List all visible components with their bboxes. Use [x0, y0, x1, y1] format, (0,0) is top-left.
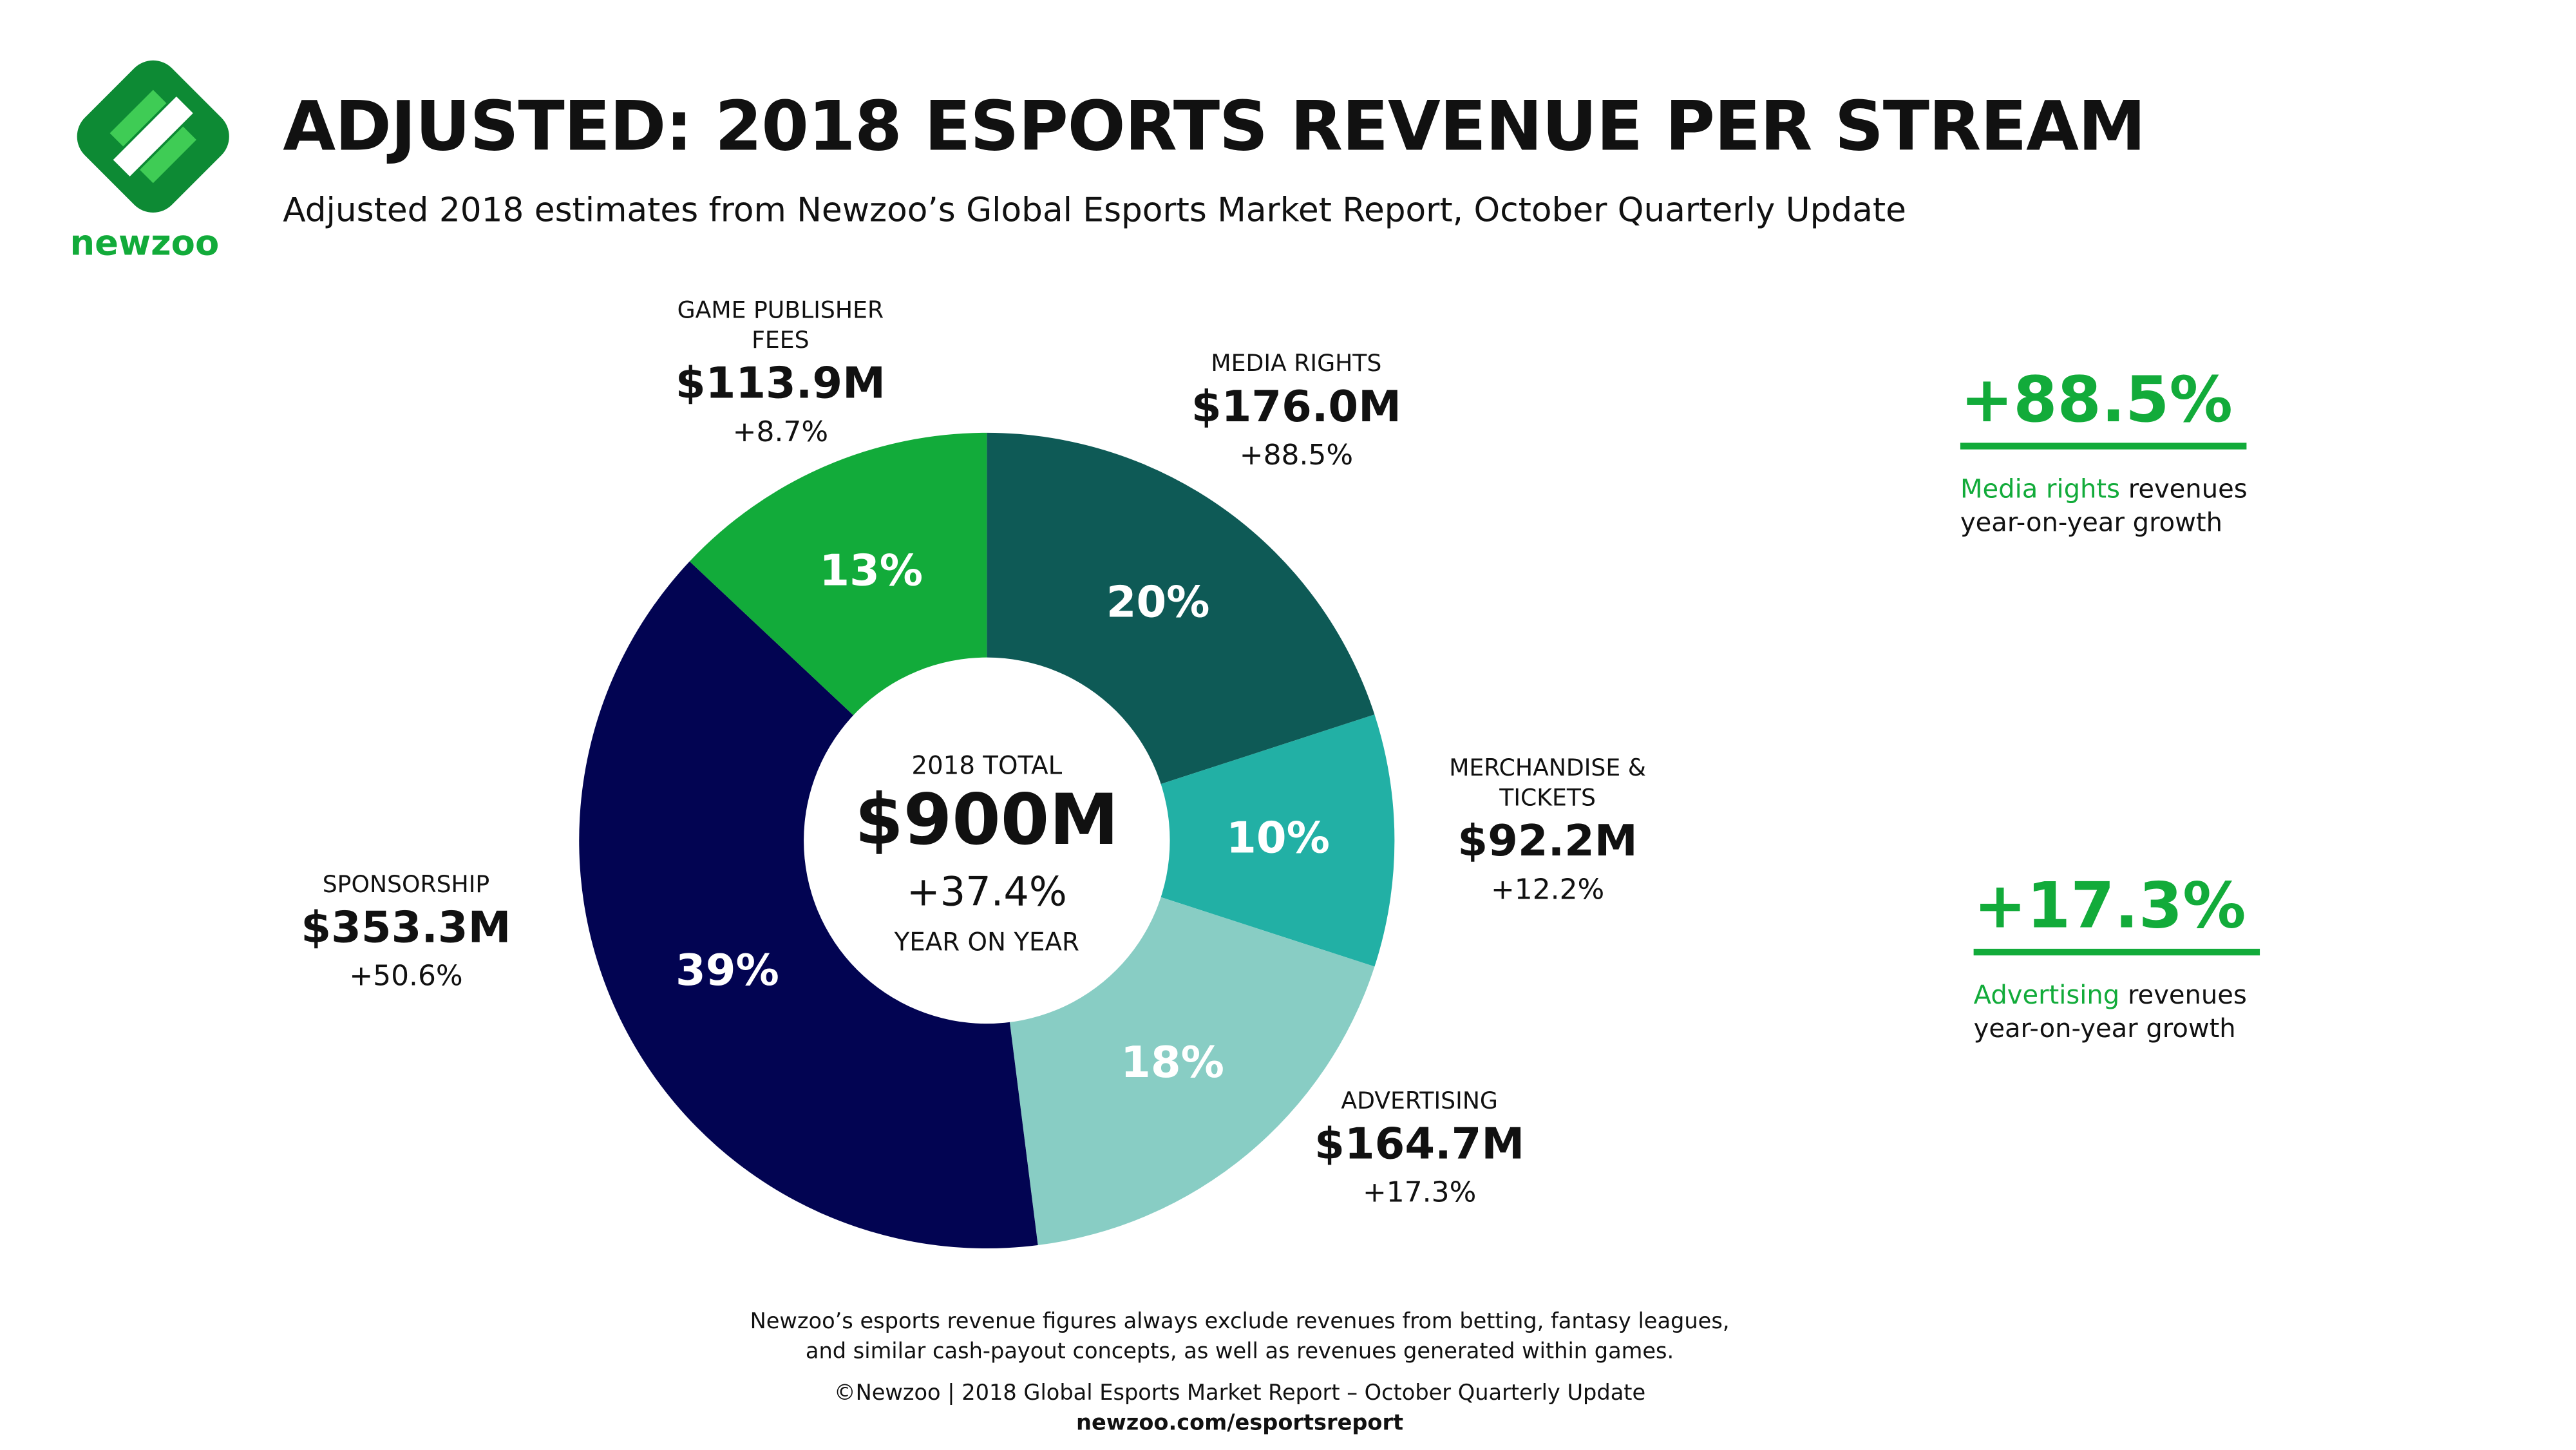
segment-name: SPONSORSHIP — [322, 872, 490, 899]
segment-amount: $353.3M — [301, 904, 511, 954]
slice-label: 18% — [1121, 1037, 1224, 1087]
segment-name: ADVERTISING — [1341, 1088, 1498, 1116]
segment-label: GAME PUBLISHER FEES $113.9M +8.7% — [630, 296, 930, 453]
logo-text: newzoo — [70, 223, 220, 263]
callout-rule — [1960, 443, 2247, 450]
footnote: Newzoo’s esports revenue figures always … — [750, 1310, 1730, 1365]
segment-amount: $92.2M — [1457, 817, 1638, 868]
callout: +88.5% Media rights revenues year-on-year… — [1960, 363, 2293, 539]
segment-growth: +88.5% — [1239, 439, 1354, 473]
slice — [987, 714, 1395, 967]
segment-growth: +17.3% — [1362, 1176, 1477, 1210]
segment-label: MERCHANDISE & TICKETS $92.2M +12.2% — [1398, 754, 1698, 911]
center-change-caption: YEAR ON YEAR — [894, 927, 1080, 957]
subtitle: Adjusted 2018 estimates from Newzoo’s Gl… — [283, 189, 1906, 230]
title: ADJUSTED: 2018 ESPORTS REVENUE PER STREA… — [283, 86, 2146, 167]
callout-caption: revenues year-on-year growth — [1973, 980, 2247, 1044]
segment-label: MEDIA RIGHTS $176.0M +88.5% — [1146, 350, 1446, 476]
callout-rule — [1973, 948, 2260, 956]
logo — [77, 60, 229, 213]
segment-amount: $113.9M — [675, 359, 886, 410]
url: newzoo.com/esportsreport — [1076, 1411, 1404, 1436]
segment-name: MERCHANDISE & TICKETS — [1449, 756, 1646, 812]
callout-text: Advertising revenues year-on-year growth — [1974, 978, 2307, 1045]
donut-hole — [804, 657, 1170, 1024]
center-change: +37.4% — [906, 868, 1067, 916]
slice-label: 10% — [1226, 812, 1330, 863]
center-total: $900M — [855, 779, 1119, 861]
callout-highlight: Advertising — [1973, 980, 2120, 1011]
segment-growth: +8.7% — [732, 416, 829, 450]
callout: +17.3% Advertising revenues year-on-year … — [1973, 868, 2307, 1045]
segment-amount: $164.7M — [1314, 1120, 1525, 1170]
segment-name: MEDIA RIGHTS — [1211, 351, 1382, 378]
segment-growth: +50.6% — [349, 960, 463, 994]
slice-label: 13% — [819, 545, 923, 595]
segment-label: ADVERTISING $164.7M +17.3% — [1270, 1087, 1569, 1213]
segment-amount: $176.0M — [1191, 383, 1402, 433]
callout-text: Media rights revenues year-on-year growt… — [1960, 473, 2293, 539]
callout-value: +88.5% — [1960, 363, 2233, 437]
segment-growth: +12.2% — [1490, 873, 1605, 908]
center-caption: 2018 TOTAL — [911, 750, 1063, 781]
callout-caption: revenues year-on-year growth — [1960, 474, 2248, 538]
slice — [579, 561, 1038, 1249]
copyright: ©Newzoo | 2018 Global Esports Market Rep… — [833, 1381, 1646, 1407]
segment-label: SPONSORSHIP $353.3M +50.6% — [256, 870, 556, 997]
slice-label: 20% — [1106, 577, 1210, 627]
segment-name: GAME PUBLISHER FEES — [677, 298, 884, 355]
slice-label: 39% — [676, 945, 779, 995]
callout-value: +17.3% — [1973, 868, 2246, 942]
callout-highlight: Media rights — [1960, 474, 2120, 504]
